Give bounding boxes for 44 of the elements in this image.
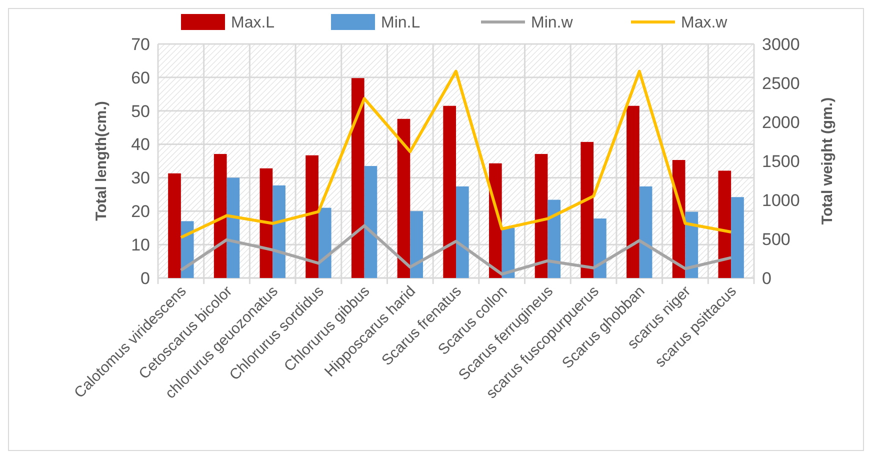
bar (397, 118, 410, 278)
legend-label: Min.L (381, 14, 420, 32)
bar (260, 168, 273, 278)
y2-tick-label: 3000 (762, 34, 800, 54)
bar (731, 197, 744, 278)
legend-label: Max.w (681, 14, 728, 32)
y2-tick-label: 2500 (762, 74, 800, 93)
legend-label: Max.L (231, 14, 275, 32)
bar (410, 211, 423, 278)
legend-label: Min.w (531, 14, 574, 32)
bar (226, 178, 240, 278)
y2-tick-label: 500 (762, 230, 790, 249)
y-tick-label: 30 (131, 168, 150, 188)
bar (214, 154, 227, 278)
bar (580, 142, 594, 278)
y2-tick-label: 2000 (762, 112, 800, 132)
bar (534, 154, 548, 278)
bar (318, 208, 332, 278)
bar (594, 218, 606, 278)
y2-tick-label: 1000 (762, 190, 800, 210)
bar (718, 170, 732, 278)
y-tick-label: 70 (131, 34, 150, 54)
bar (168, 173, 181, 278)
y-tick-label: 50 (131, 102, 150, 121)
line-series (179, 70, 733, 239)
y2-tick-label: 1500 (762, 152, 800, 171)
bar (639, 186, 652, 278)
bar (364, 166, 378, 278)
y-tick-label: 20 (131, 202, 150, 222)
y-tick-label: 0 (140, 268, 150, 288)
y2-tick-label: 0 (762, 268, 772, 288)
y-tick-label: 10 (131, 236, 150, 255)
y2-axis-title: Total weight (gm.) (819, 97, 836, 225)
bar (456, 186, 469, 278)
bar (548, 200, 561, 278)
y-tick-label: 40 (131, 135, 150, 154)
y-tick-label: 60 (131, 68, 150, 88)
bar (351, 78, 364, 278)
y-axis-title: Total length(cm.) (93, 101, 110, 221)
bar (443, 106, 456, 278)
bar (306, 155, 318, 278)
bar (626, 106, 640, 278)
line-series (179, 224, 733, 276)
bar (272, 185, 286, 278)
